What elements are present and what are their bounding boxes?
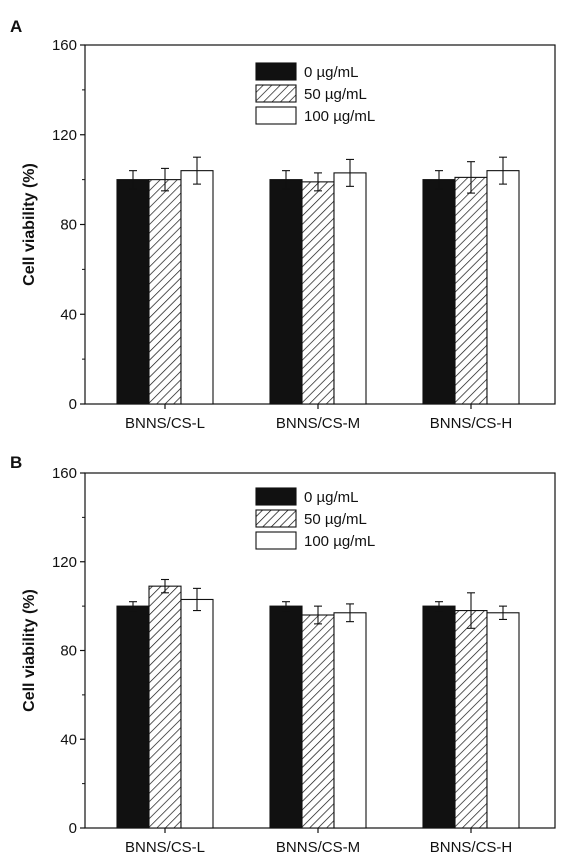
legend-label: 0 µg/mL xyxy=(304,64,359,81)
bar xyxy=(148,179,182,405)
chart-panel-a: A 0 40 80 120 160 Cell viability (%) BNNS/CS-L B… xyxy=(10,17,556,432)
x-tick-label: BNNS/CS-L xyxy=(125,415,205,432)
legend: 0 µg/mL 50 µg/mL 100 µg/mL xyxy=(255,487,375,550)
bar xyxy=(454,176,488,405)
bar xyxy=(301,181,335,405)
bar xyxy=(454,610,488,829)
panel-label: B xyxy=(10,453,22,472)
legend-label: 0 µg/mL xyxy=(304,489,359,506)
y-tick-label: 40 xyxy=(60,306,77,323)
bar xyxy=(116,605,150,829)
x-tick-label: BNNS/CS-M xyxy=(276,415,360,432)
bar xyxy=(422,605,456,829)
bar xyxy=(301,614,335,829)
bar xyxy=(486,170,520,405)
y-tick-label: 120 xyxy=(52,127,77,144)
legend-swatch xyxy=(255,84,297,103)
bar xyxy=(180,598,214,829)
legend-swatch xyxy=(255,531,297,550)
legend-label: 100 µg/mL xyxy=(304,108,375,125)
legend-swatch xyxy=(255,62,297,81)
y-tick-label: 120 xyxy=(52,554,77,571)
legend: 0 µg/mL 50 µg/mL 100 µg/mL xyxy=(255,62,375,125)
y-axis-label: Cell viability (%) xyxy=(21,163,38,286)
bar xyxy=(269,605,303,829)
bar xyxy=(116,179,150,405)
panel-label: A xyxy=(10,17,22,36)
legend-swatch xyxy=(255,487,297,506)
legend-label: 100 µg/mL xyxy=(304,533,375,550)
bar xyxy=(333,172,367,405)
x-tick-label: BNNS/CS-L xyxy=(125,839,205,856)
y-tick-label: 80 xyxy=(60,643,77,660)
bar xyxy=(269,179,303,405)
x-tick-label: BNNS/CS-H xyxy=(430,839,513,856)
x-tick-label: BNNS/CS-M xyxy=(276,839,360,856)
legend-label: 50 µg/mL xyxy=(304,86,367,103)
y-tick-label: 0 xyxy=(69,820,77,837)
y-axis-label: Cell viability (%) xyxy=(21,589,38,712)
y-tick-label: 80 xyxy=(60,217,77,234)
bar xyxy=(148,585,182,829)
bar xyxy=(486,612,520,829)
legend-swatch xyxy=(255,106,297,125)
legend-label: 50 µg/mL xyxy=(304,511,367,528)
x-tick-label: BNNS/CS-H xyxy=(430,415,513,432)
bar xyxy=(333,612,367,829)
chart-panel-b: B 0 40 80 120 160 Cell viability (%) BNNS/CS-L B… xyxy=(10,453,556,856)
y-tick-label: 40 xyxy=(60,731,77,748)
bar xyxy=(422,179,456,405)
y-tick-label: 160 xyxy=(52,465,77,482)
bar xyxy=(180,170,214,405)
y-tick-label: 160 xyxy=(52,37,77,54)
y-tick-label: 0 xyxy=(69,396,77,413)
legend-swatch xyxy=(255,509,297,528)
